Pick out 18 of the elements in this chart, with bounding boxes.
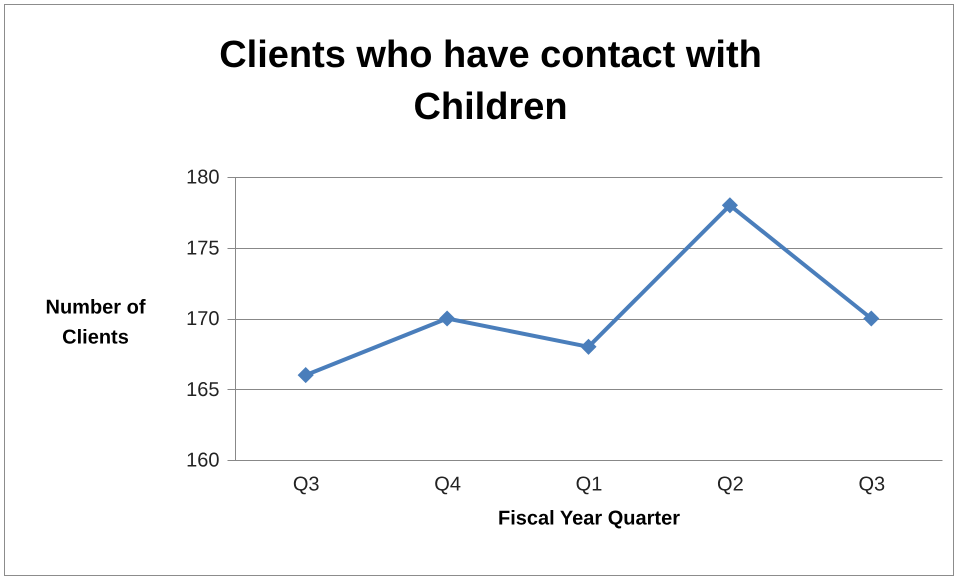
x-tick-label: Q3 bbox=[858, 474, 886, 496]
y-tick-label: 165 bbox=[186, 378, 220, 401]
point bbox=[580, 338, 597, 355]
point bbox=[298, 367, 314, 384]
y-axis-title: Number of Clients bbox=[46, 296, 146, 348]
x-tick-label: Q3 bbox=[292, 474, 320, 496]
x-tick-label: Q1 bbox=[576, 474, 602, 496]
y-tick-label: 180 bbox=[186, 166, 220, 188]
x-tick-label: Q2 bbox=[717, 474, 744, 496]
y-tick-label: 170 bbox=[186, 308, 220, 330]
x-axis-title: Fiscal Year Quarter bbox=[498, 508, 680, 530]
y-tick-label: 160 bbox=[186, 450, 220, 472]
point bbox=[439, 310, 456, 327]
point bbox=[722, 197, 738, 214]
chart-title: Clients who have contact with Children bbox=[219, 34, 762, 128]
x-tick-label: Q4 bbox=[434, 474, 461, 496]
y-tick-label: 175 bbox=[186, 237, 220, 260]
point bbox=[863, 310, 880, 327]
